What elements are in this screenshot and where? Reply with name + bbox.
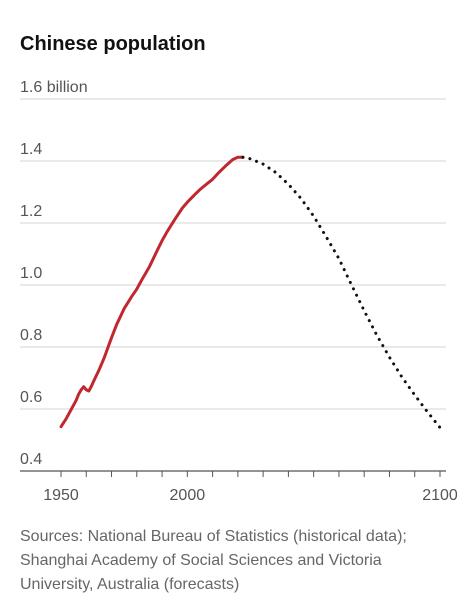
y-tick-label: 1.0 (20, 265, 42, 282)
x-tick-label: 2000 (170, 487, 206, 504)
source-note: Sources: National Bureau of Statistics (… (20, 528, 407, 593)
y-axis-tick-labels: 1.6 billion 1.4 1.2 1.0 0.8 0.6 0.4 (20, 79, 88, 468)
y-tick-label: 0.8 (20, 327, 42, 344)
x-axis: 1950 2000 2100 (43, 471, 458, 504)
y-tick-label: 0.4 (20, 451, 42, 468)
line-chart: 1.6 billion 1.4 1.2 1.0 0.8 0.6 0.4 1950 2000 21… (20, 79, 458, 504)
y-tick-label: 0.6 (20, 389, 42, 406)
historical-series-line (59, 155, 245, 429)
x-tick-label: 2100 (422, 487, 458, 504)
chart-title: Chinese population (20, 33, 206, 55)
y-tick-label: 1.4 (20, 141, 42, 158)
gridlines (20, 98, 446, 472)
series-lines (59, 155, 442, 430)
forecast-series-line (241, 155, 442, 430)
y-tick-label: 1.2 (20, 203, 42, 220)
y-tick-label: 1.6 billion (20, 79, 88, 96)
x-tick-label: 1950 (43, 487, 79, 504)
